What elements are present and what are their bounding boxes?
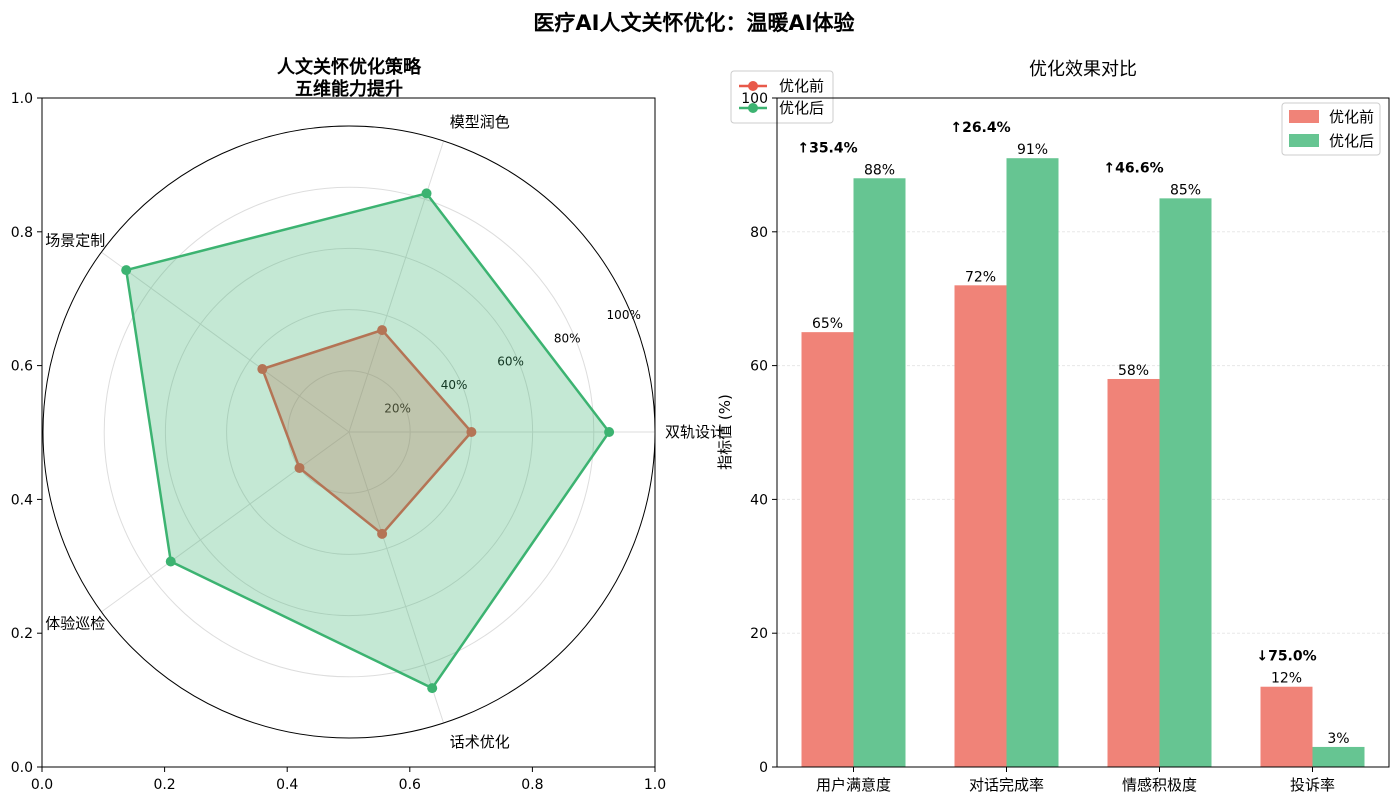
bar-value-label: 3%	[1327, 731, 1349, 747]
radar-spoke	[348, 431, 445, 724]
bar-ytick-label: 60	[750, 359, 768, 375]
bar-legend-label: 优化后	[1329, 132, 1374, 150]
bar-ytick-label: 80	[750, 225, 768, 241]
bar-legend-swatch	[1289, 110, 1319, 123]
radar-outer-circle	[42, 125, 656, 739]
radar-point-after	[165, 556, 176, 567]
radar-point-after	[427, 683, 438, 694]
bar-ytick-label: 100	[741, 91, 768, 107]
radar-series	[121, 188, 615, 694]
bar-title: 优化效果对比	[1029, 59, 1137, 80]
radar-point-before	[377, 325, 388, 336]
radar-axis-label: 模型润色	[450, 113, 510, 131]
bar-value-label: 65%	[812, 316, 843, 332]
radar-radial-tick-label: 80%	[554, 331, 581, 345]
bar-after	[853, 178, 906, 767]
bar-value-label: 12%	[1271, 671, 1302, 687]
radar-legend-label: 优化前	[779, 77, 824, 95]
radar-frame-ytick-label: 0.8	[11, 225, 33, 241]
radar-chart: 人文关怀优化策略 五维能力提升 0.0 0.2 0.4 0.6 0.8 1.0 0.0 0.2…	[11, 56, 834, 793]
radar-frame-ytick-label: 0.2	[11, 626, 33, 642]
bar-before	[1260, 686, 1313, 767]
radar-legend-marker	[748, 81, 758, 91]
bar-before	[1107, 378, 1160, 767]
radar-area-after	[126, 193, 610, 689]
bar-ylabel: 指标值 (%)	[716, 394, 734, 470]
bar-ytick-label: 20	[750, 626, 768, 642]
radar-radial-tick-label: 100%	[607, 308, 641, 322]
radar-frame-ytick-label: 1.0	[11, 91, 33, 107]
radar-title-line2: 五维能力提升	[295, 78, 403, 100]
bar-change-label: ↓75.0%	[1256, 649, 1316, 665]
radar-point-before	[294, 462, 305, 473]
bar-value-label: 88%	[864, 162, 895, 178]
radar-axis-label: 场景定制	[45, 231, 105, 249]
radar-radial-tick-label: 40%	[441, 378, 468, 392]
radar-frame-xtick-label: 1.0	[644, 777, 666, 793]
bar-after	[1312, 746, 1365, 767]
radar-point-before	[466, 427, 477, 437]
bar-value-label: 72%	[965, 269, 996, 285]
radar-axis-label: 双轨设计	[665, 423, 725, 441]
radar-legend-marker	[748, 103, 758, 113]
radar-radial-tick-label: 60%	[497, 355, 524, 369]
radar-point-before	[377, 528, 388, 539]
radar-frame-ytick-label: 0.6	[11, 359, 33, 375]
bar-change-label: ↑26.4%	[950, 120, 1010, 136]
bar-xtick-label: 投诉率	[1290, 776, 1335, 794]
bar-xtick-label: 情感积极度	[1122, 776, 1197, 794]
bar-ytick-label: 40	[750, 492, 768, 508]
bar-frame	[776, 97, 1390, 768]
radar-spoke	[101, 251, 350, 433]
bar-series: 65% 88% ↑35.4% 72% 91% ↑26.4% 58% 85% ↑46.6% 12% 3…	[797, 120, 1365, 768]
bar-before	[801, 332, 854, 767]
bar-value-label: 85%	[1170, 182, 1201, 198]
radar-legend-label: 优化后	[779, 99, 824, 117]
bar-legend-label: 优化前	[1329, 108, 1374, 126]
bar-xtick-label: 用户满意度	[816, 776, 891, 794]
radar-axis-label: 话术优化	[450, 733, 510, 751]
radar-frame-xtick-label: 0.0	[31, 777, 53, 793]
radar-frame-xtick-label: 0.4	[276, 777, 298, 793]
bar-chart: 优化效果对比 65% 88% ↑35.4% 72% 91% ↑26.4% 58% 85% ↑46…	[716, 59, 1390, 794]
bar-change-label: ↑35.4%	[797, 140, 857, 156]
radar-frame-ytick-label: 0.0	[11, 760, 33, 776]
radar-axis-label: 体验巡检	[45, 615, 105, 633]
radar-point-after	[121, 265, 132, 276]
radar-point-before	[257, 364, 268, 375]
radar-frame-xtick-label: 0.8	[521, 777, 543, 793]
bar-axes: 0 20 40 60 80 100 用户满意度 对话完成率 情感积极度 投诉率	[741, 91, 1335, 794]
radar-frame-ticks: 0.0 0.2 0.4 0.6 0.8 1.0 0.0 0.2 0.4 0.6 0.8 1.0	[11, 91, 666, 793]
bar-change-label: ↑46.6%	[1103, 160, 1163, 176]
bar-value-label: 91%	[1017, 142, 1048, 158]
radar-frame-xtick-label: 0.2	[153, 777, 175, 793]
bar-ytick-label: 0	[759, 760, 768, 776]
bar-after	[1159, 198, 1212, 768]
radar-area-before	[262, 330, 472, 534]
radar-radial-tick-label: 20%	[384, 402, 411, 416]
radar-point-after	[421, 188, 432, 199]
bar-value-label: 58%	[1118, 363, 1149, 379]
radar-frame-xtick-label: 0.6	[399, 777, 421, 793]
radar-spoke	[101, 431, 350, 613]
radar-grid: 20% 40% 60% 80% 100%	[42, 125, 656, 739]
page-title: 医疗AI人文关怀优化：温暖AI体验	[533, 11, 854, 35]
radar-line-after	[124, 192, 611, 690]
radar-line-before	[261, 328, 473, 536]
bar-xtick-label: 对话完成率	[969, 776, 1044, 794]
bar-after	[1006, 158, 1059, 767]
radar-title-line1: 人文关怀优化策略	[277, 56, 422, 78]
bar-before	[954, 285, 1007, 767]
radar-frame-ytick-label: 0.4	[11, 492, 33, 508]
bar-legend-swatch	[1289, 134, 1319, 147]
radar-point-after	[604, 427, 615, 437]
